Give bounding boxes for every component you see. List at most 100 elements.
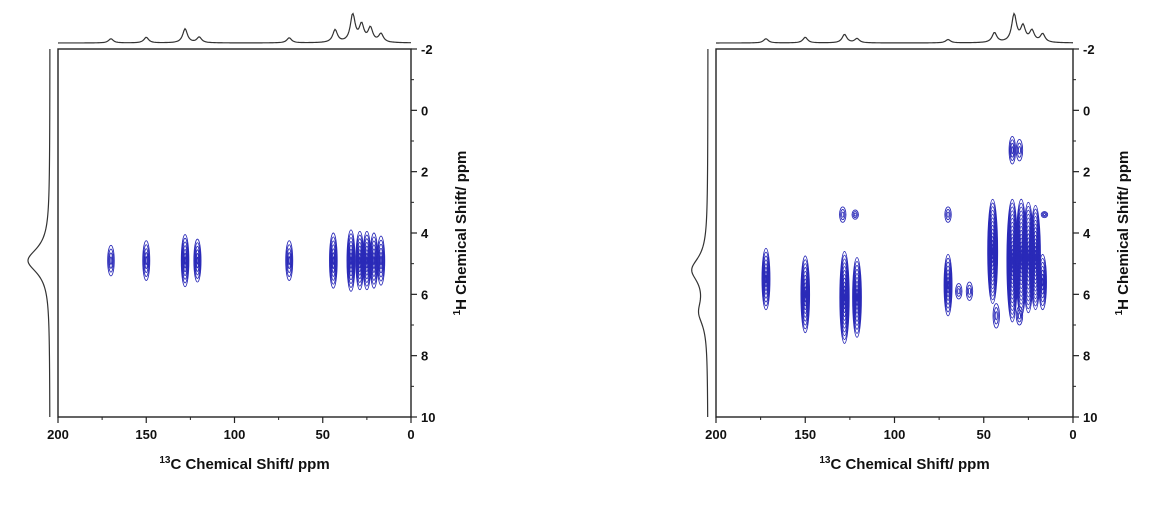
contour-line	[946, 211, 950, 218]
contour-line	[288, 256, 291, 266]
contour-line	[372, 256, 375, 265]
y-tick-label: 6	[421, 287, 428, 302]
contour-peak	[965, 281, 974, 301]
contour-line	[379, 251, 383, 270]
contour-line	[377, 239, 385, 282]
contour-line	[285, 240, 294, 281]
contour-line	[840, 209, 846, 221]
contour-line	[180, 234, 190, 288]
contour-line	[1009, 139, 1016, 161]
x-tick-label: 150	[794, 427, 816, 442]
contour-line	[945, 269, 951, 301]
y-tick-label: 2	[421, 165, 428, 180]
contour-line	[1041, 277, 1044, 287]
x-axis-title: 13C Chemical Shift/ ppm	[819, 455, 989, 473]
contour-line	[851, 209, 859, 220]
contour-peaks	[761, 135, 1049, 344]
contour-line	[108, 252, 114, 269]
contour-line	[1034, 253, 1037, 262]
contour-line	[993, 307, 999, 325]
contour-line	[945, 209, 951, 221]
y-tick-label: -2	[421, 42, 433, 57]
contour-line	[378, 243, 384, 278]
y-axis-title: 1H Chemical Shift/ ppm	[1114, 151, 1132, 316]
contour-line	[196, 256, 199, 265]
x-tick-label: 50	[316, 427, 330, 442]
contour-line	[947, 280, 949, 290]
y-tick-label: 8	[1083, 349, 1090, 364]
contour-line	[182, 245, 188, 276]
x-tick-label: 150	[135, 427, 157, 442]
x-tick-label: 200	[705, 427, 727, 442]
x-tick-label: 0	[1069, 427, 1076, 442]
contour-peak	[329, 232, 338, 289]
y-tick-label: 10	[1083, 410, 1097, 425]
contour-peak	[852, 257, 862, 338]
contour-peak	[955, 283, 963, 300]
contour-peak	[992, 303, 1000, 329]
contour-line	[142, 240, 151, 281]
y-axis-title: 1H Chemical Shift/ ppm	[452, 151, 470, 316]
contour-line	[183, 252, 187, 269]
top-projection-trace	[57, 12, 412, 44]
contour-peak	[142, 240, 151, 281]
x-axis-title-superscript: 13	[819, 455, 831, 466]
contour-line	[852, 211, 858, 219]
contour-peak	[107, 244, 115, 277]
side-projection-trace	[691, 49, 709, 417]
contour-line	[330, 244, 337, 277]
x-tick-label: 200	[47, 427, 69, 442]
contour-line	[329, 232, 338, 289]
contour-line	[144, 252, 149, 270]
contour-line	[1011, 256, 1014, 265]
x-tick-label: 50	[977, 427, 991, 442]
contour-line	[331, 248, 336, 273]
contour-line	[946, 277, 950, 294]
x-tick-label: 100	[884, 427, 906, 442]
contour-line	[370, 240, 378, 281]
contour-line	[1010, 142, 1015, 158]
contour-peak	[1006, 198, 1019, 323]
contour-peak	[987, 198, 999, 304]
contour-line	[109, 256, 113, 265]
contour-peak	[761, 247, 771, 311]
contour-peak	[376, 235, 386, 286]
contour-line	[994, 311, 998, 321]
contour-line	[1011, 146, 1014, 155]
y-tick-label: 4	[421, 226, 429, 241]
y-axis-title-superscript: 1	[452, 309, 463, 315]
contour-line	[195, 249, 200, 272]
contour-line	[143, 248, 149, 274]
contour-line	[356, 241, 363, 280]
contour-peak	[839, 250, 850, 344]
contour-line	[943, 254, 953, 317]
contour-peak	[180, 234, 190, 288]
contour-line	[348, 244, 354, 277]
contour-line	[1017, 146, 1021, 155]
contour-line	[841, 211, 845, 218]
contour-line	[349, 248, 353, 273]
contour-peak	[369, 232, 379, 289]
contour-line	[107, 244, 115, 277]
contour-line	[966, 284, 973, 298]
contour-line	[1027, 253, 1030, 262]
contour-peak	[1040, 211, 1049, 219]
contour-line	[1039, 265, 1046, 299]
contour-line	[371, 244, 377, 277]
contour-line	[804, 290, 807, 299]
contour-line	[371, 248, 377, 273]
plot-frame	[57, 48, 412, 418]
contour-peak	[851, 209, 859, 220]
contour-line	[378, 247, 384, 274]
contour-line	[194, 242, 201, 279]
y-axis-title-superscript: 1	[1114, 309, 1125, 315]
contour-line	[1039, 261, 1046, 303]
contour-line	[181, 237, 189, 284]
contour-line	[195, 252, 200, 269]
contour-line	[347, 233, 355, 288]
contour-line	[285, 244, 293, 278]
y-axis-title-text: H Chemical Shift/ ppm	[453, 151, 470, 310]
contour-line	[956, 285, 962, 297]
contour-line	[763, 259, 769, 299]
